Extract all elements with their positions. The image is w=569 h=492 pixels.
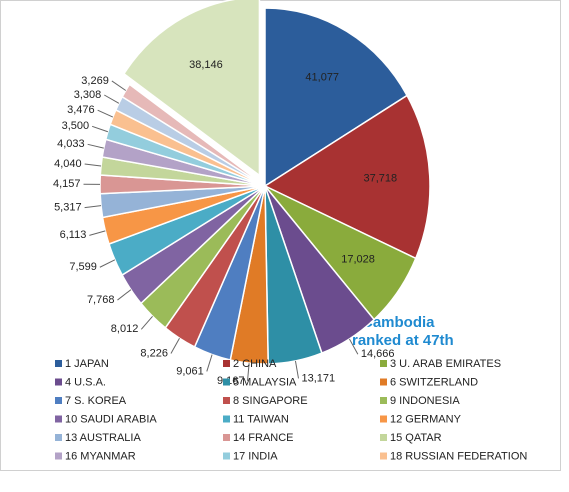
data-label: 4,033 [57, 138, 85, 150]
legend-swatch [223, 397, 230, 404]
legend-label: 10 SAUDI ARABIA [65, 413, 157, 425]
annotation: ranked at 47th [352, 332, 454, 349]
data-label: 8,226 [140, 347, 168, 359]
data-label: 4,040 [54, 158, 82, 170]
data-label: 7,599 [69, 261, 97, 273]
data-label: 8,012 [111, 323, 139, 335]
leader-line [104, 94, 120, 104]
legend-label: 3 U. ARAB EMIRATES [390, 358, 501, 370]
data-label: 4,157 [53, 178, 81, 190]
leader-line [99, 259, 116, 268]
leader-line [247, 363, 250, 381]
legend-label: 13 AUSTRALIA [65, 432, 141, 444]
legend-swatch [380, 452, 387, 460]
leader-line [348, 338, 359, 355]
data-label: 3,500 [62, 120, 90, 132]
legend-label: 2 CHINA [233, 358, 277, 370]
legend-label: 1 JAPAN [65, 358, 109, 370]
data-label: 14,666 [361, 348, 395, 360]
legend-label: 16 MYANMAR [65, 450, 136, 462]
leader-line [206, 354, 213, 372]
legend-swatch [380, 378, 387, 386]
legend-swatch [380, 434, 387, 441]
legend-swatch [223, 378, 230, 386]
legend-swatch [55, 397, 62, 404]
leader-line [117, 289, 132, 301]
pie-slice [264, 7, 409, 188]
legend-label: 7 S. KOREA [65, 395, 127, 407]
data-label: 5,317 [54, 201, 82, 213]
data-label: 38,146 [189, 59, 223, 71]
legend-label: 11 TAIWAN [233, 413, 289, 425]
pie-slice [263, 94, 431, 260]
legend-swatch [380, 397, 387, 404]
legend-label: 14 FRANCE [233, 432, 294, 444]
legend-label: 8 SINGAPORE [233, 395, 308, 407]
frame [0, 0, 561, 471]
legend-swatch [55, 415, 62, 423]
legend-label: 4 U.S.A. [65, 376, 106, 388]
leader-line [170, 337, 180, 354]
leader-line [84, 205, 102, 209]
data-label: 9,061 [176, 365, 204, 377]
data-label: 3,476 [67, 104, 95, 116]
legend-swatch [223, 434, 230, 441]
legend-swatch [380, 360, 387, 367]
legend-label: 9 INDONESIA [390, 395, 460, 407]
data-label: 6,113 [60, 229, 87, 241]
data-label: 3,269 [81, 75, 109, 87]
leader-line [87, 143, 104, 149]
legend-label: 5 MALAYSIA [233, 376, 297, 388]
leader-line [97, 109, 114, 118]
data-label: 41,077 [305, 72, 339, 84]
data-label: 7,768 [87, 294, 115, 306]
legend-swatch [55, 434, 62, 441]
leader-line [84, 163, 102, 167]
leader-line [91, 125, 109, 133]
leader-line [140, 315, 153, 330]
data-label: 17,028 [341, 254, 375, 266]
legend-swatch [55, 360, 62, 367]
data-label: 13,171 [301, 372, 335, 384]
legend-label: 18 RUSSIAN FEDERATION [390, 450, 527, 462]
legend-swatch [223, 360, 230, 367]
legend-label: 17 INDIA [233, 450, 278, 462]
leader-line [89, 230, 106, 236]
legend-label: 15 QATAR [390, 432, 442, 444]
legend-label: 6 SWITZERLAND [390, 376, 478, 388]
data-label: 37,718 [363, 173, 397, 185]
legend-swatch [55, 378, 62, 386]
pie-slice [122, 0, 261, 177]
legend-swatch [55, 452, 62, 460]
legend-swatch [223, 415, 230, 423]
legend-swatch [380, 415, 387, 423]
pie-slice [121, 83, 266, 187]
leader-line [111, 80, 127, 91]
leader-line [294, 360, 299, 379]
data-label: 3,308 [74, 89, 102, 101]
legend-label: 12 GERMANY [390, 413, 462, 425]
legend-swatch [223, 452, 230, 460]
